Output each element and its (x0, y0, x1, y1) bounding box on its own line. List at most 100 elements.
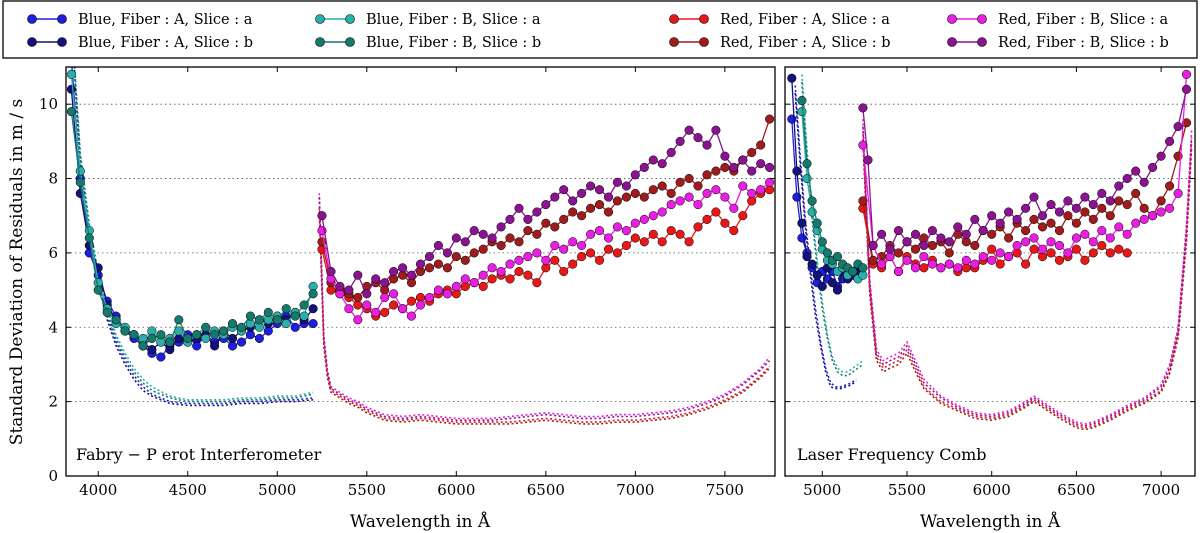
data-point (693, 222, 703, 232)
data-point (1097, 203, 1107, 213)
data-point (594, 200, 605, 210)
y-tick-label: 6 (48, 244, 58, 262)
data-point (442, 289, 452, 299)
data-point (1114, 244, 1124, 254)
x-tick-label: 7000 (616, 481, 654, 499)
data-point (380, 278, 390, 288)
data-point (621, 181, 631, 191)
data-point (797, 218, 807, 228)
series-group (787, 69, 1193, 431)
data-point (210, 341, 220, 351)
data-point (227, 319, 238, 329)
data-point (254, 315, 264, 325)
data-point (568, 237, 578, 247)
data-point (389, 300, 399, 310)
series-line (862, 89, 1188, 251)
data-point (684, 192, 694, 202)
data-point (995, 248, 1005, 258)
data-point (469, 226, 479, 236)
data-point (523, 226, 533, 236)
data-point (550, 240, 560, 251)
data-point (371, 274, 381, 284)
data-point (487, 274, 497, 284)
dotted-series-line (318, 197, 771, 422)
data-point (451, 252, 461, 262)
grid-lines (785, 103, 1195, 403)
data-point (720, 162, 730, 172)
data-point (451, 281, 461, 291)
dotted-series-line (73, 67, 314, 407)
data-point (75, 177, 85, 187)
data-point (603, 244, 614, 254)
data-point (1071, 203, 1081, 213)
data-point (460, 237, 470, 247)
data-point (953, 263, 963, 273)
data-point (858, 263, 868, 273)
data-point (1046, 248, 1056, 258)
data-point (344, 285, 354, 295)
data-point (621, 226, 631, 236)
data-point (666, 147, 676, 158)
x-axis-label: Wavelength in Å (920, 511, 1061, 532)
data-point (936, 233, 946, 243)
data-point (666, 226, 676, 236)
data-point (1148, 211, 1158, 221)
data-point (603, 192, 614, 202)
data-point (281, 304, 291, 314)
data-point (415, 259, 426, 269)
data-point (970, 259, 980, 269)
data-point (868, 255, 878, 265)
ticks: 5000 5500 6000 6500 7000 (785, 67, 1195, 499)
data-point (156, 352, 166, 362)
marker-series (317, 177, 775, 325)
dotted-series-line (801, 74, 864, 373)
data-point (684, 125, 694, 135)
data-point (765, 162, 775, 172)
legend-label: Red, Fiber : A, Slice : a (720, 12, 890, 28)
data-point (66, 84, 76, 94)
data-point (648, 211, 658, 221)
data-point (1173, 121, 1183, 132)
data-point (817, 281, 827, 291)
data-point (1088, 248, 1098, 258)
data-point (1088, 214, 1098, 224)
data-point (433, 285, 443, 295)
data-point (406, 311, 417, 321)
data-point (621, 192, 631, 202)
data-point (858, 103, 868, 113)
legend-marker (669, 37, 679, 47)
data-point (1097, 188, 1107, 198)
legend-label: Red, Fiber : A, Slice : b (720, 35, 891, 51)
dotted-series-line (862, 133, 1193, 429)
data-point (183, 333, 193, 343)
data-point (1181, 69, 1192, 79)
data-point (344, 304, 354, 314)
data-point (1139, 203, 1149, 213)
data-point (666, 200, 676, 210)
y-tick-label: 8 (48, 170, 58, 188)
data-point (657, 207, 667, 217)
data-point (532, 229, 542, 239)
data-point (953, 222, 963, 232)
legend-marker (57, 14, 67, 24)
data-point (1181, 118, 1192, 128)
data-point (505, 259, 515, 269)
legend-marker (699, 37, 709, 47)
data-point (978, 252, 988, 262)
legend-item: Blue, Fiber : A, Slice : b (27, 35, 253, 51)
data-point (1097, 226, 1107, 236)
data-point (433, 259, 443, 269)
data-point (1165, 181, 1175, 191)
data-point (961, 229, 971, 239)
data-point (961, 255, 971, 265)
dotted-series-line (73, 67, 314, 405)
data-point (541, 200, 551, 210)
data-point (1021, 237, 1031, 247)
data-point (1029, 192, 1039, 202)
data-point (577, 188, 587, 198)
data-point (326, 266, 336, 277)
data-point (756, 159, 766, 169)
data-point (612, 196, 622, 206)
data-point (308, 304, 318, 314)
data-point (559, 266, 569, 277)
